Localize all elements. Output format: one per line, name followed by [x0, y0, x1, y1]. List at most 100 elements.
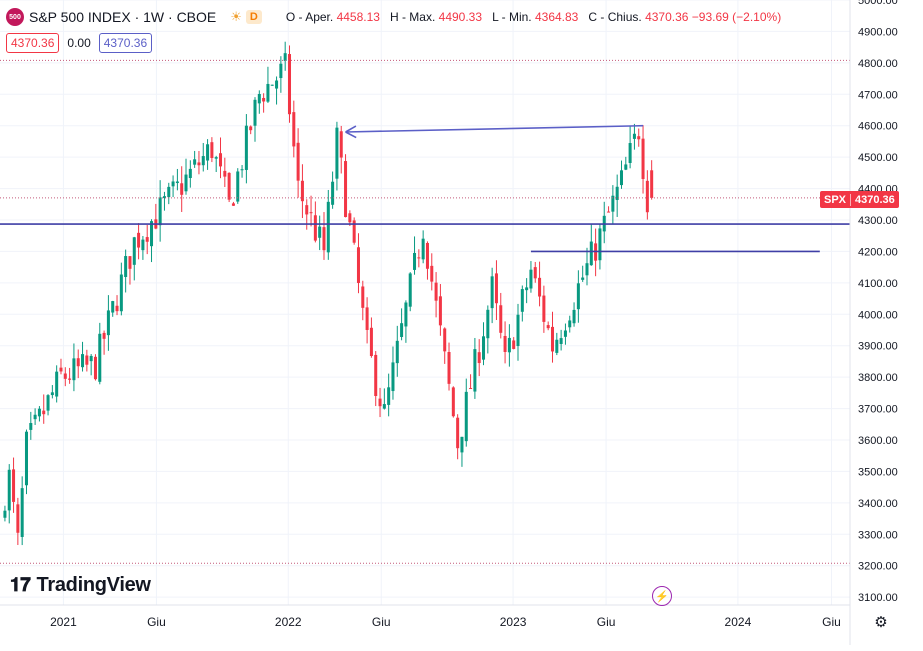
candle-body	[624, 164, 628, 170]
candle-body	[525, 287, 529, 291]
arrow-head	[345, 131, 357, 139]
candle-body	[24, 431, 28, 486]
interval-badge[interactable]: D	[245, 10, 262, 24]
x-tick-label: Giu	[597, 615, 616, 629]
candle-body	[356, 247, 360, 283]
candle-body	[374, 354, 378, 397]
candle-body	[296, 142, 300, 181]
candle-body	[68, 378, 72, 380]
candle-body	[576, 283, 580, 310]
price-axis: 3100.00 3200.00 3300.00 3400.00 3500.00 3600.…	[849, 0, 898, 645]
candle-body	[50, 392, 54, 396]
price-badge-symbol: SPX	[820, 193, 852, 206]
candle-body	[249, 126, 253, 131]
candle-body	[451, 387, 455, 417]
candle-body	[533, 267, 537, 279]
candle-body	[46, 395, 50, 411]
candle-body	[223, 170, 227, 177]
y-tick-label: 4700.00	[858, 89, 898, 101]
candle-body	[585, 263, 589, 276]
candle-body	[93, 356, 97, 380]
open-value: 4458.13	[336, 10, 380, 24]
candle-body	[124, 256, 128, 278]
candle-body	[231, 203, 235, 206]
candle-body	[214, 157, 218, 159]
candle-body	[227, 172, 231, 200]
arrow-head	[345, 125, 357, 133]
candle-body	[400, 323, 404, 337]
candle-body	[645, 180, 649, 213]
candle-body	[382, 404, 386, 409]
candle-body	[434, 282, 438, 301]
candle-body	[20, 488, 24, 537]
candle-body	[184, 174, 188, 192]
candle-body	[275, 80, 279, 89]
candle-body	[361, 286, 365, 308]
y-tick-label: 4200.00	[858, 246, 898, 258]
candle-body	[236, 171, 240, 202]
candle-body	[598, 228, 602, 261]
candle-body	[326, 201, 330, 253]
candle-body	[499, 305, 503, 333]
candle-body	[520, 289, 524, 312]
candle-body	[262, 97, 266, 102]
candle-body	[145, 237, 149, 242]
quote-row: 4370.36 0.00 4370.36	[6, 33, 153, 53]
candle-body	[460, 436, 464, 453]
candle-body	[339, 131, 343, 158]
candle-body	[507, 337, 511, 353]
sun-icon: ☀	[230, 9, 242, 24]
y-tick-label: 3400.00	[858, 498, 898, 510]
candle-body	[542, 295, 546, 322]
candle-body	[218, 153, 223, 167]
logo-text: TradingView	[36, 574, 151, 596]
candle-body	[512, 340, 516, 349]
candle-body	[115, 305, 119, 312]
candle-body	[322, 227, 326, 251]
candle-body	[413, 252, 417, 270]
candle-body	[408, 273, 412, 307]
candle-body	[331, 181, 335, 205]
candle-body	[572, 309, 576, 324]
candle-body	[305, 205, 309, 215]
candle-body	[387, 387, 391, 405]
candle-body	[563, 330, 567, 337]
drawings	[0, 59, 850, 564]
candle-body	[12, 469, 16, 502]
candle-body	[607, 211, 611, 213]
grid	[0, 0, 850, 605]
candle-body	[469, 388, 473, 390]
lightning-icon[interactable]: ⚡	[652, 586, 672, 606]
y-tick-label: 4300.00	[858, 215, 898, 227]
ask-pill[interactable]: 4370.36	[98, 33, 153, 53]
y-tick-label: 4900.00	[858, 26, 898, 38]
candle-body	[283, 53, 287, 61]
candle-body	[425, 242, 429, 269]
y-tick-label: 4600.00	[858, 121, 898, 133]
candle-body	[240, 169, 244, 171]
candle-body	[318, 226, 322, 238]
bid-pill[interactable]: 4370.36	[6, 33, 60, 53]
tradingview-logo[interactable]: 𝟏𝟕 TradingView	[10, 574, 151, 597]
candle-body	[348, 213, 352, 223]
candle-body	[128, 256, 132, 269]
candle-body	[611, 195, 615, 212]
candle-body	[309, 212, 313, 214]
y-tick-label: 3200.00	[858, 561, 898, 573]
x-tick-label: 2023	[500, 615, 527, 629]
candle-body	[503, 335, 507, 352]
candle-body	[395, 340, 399, 364]
gear-icon[interactable]: ⚙	[874, 614, 888, 631]
candle-body	[89, 355, 93, 362]
y-tick-label: 3500.00	[858, 466, 898, 478]
candle-body	[137, 232, 141, 248]
last-price-badge: SPX 4370.36	[820, 191, 899, 208]
symbol-logo: 500	[6, 8, 24, 26]
candle-body	[443, 328, 447, 352]
symbol-title[interactable]: S&P 500 INDEX · 1W · CBOE	[29, 9, 217, 25]
candle-body	[589, 241, 593, 266]
candle-body	[335, 127, 339, 179]
candle-body	[180, 183, 184, 195]
candle-body	[279, 63, 283, 79]
